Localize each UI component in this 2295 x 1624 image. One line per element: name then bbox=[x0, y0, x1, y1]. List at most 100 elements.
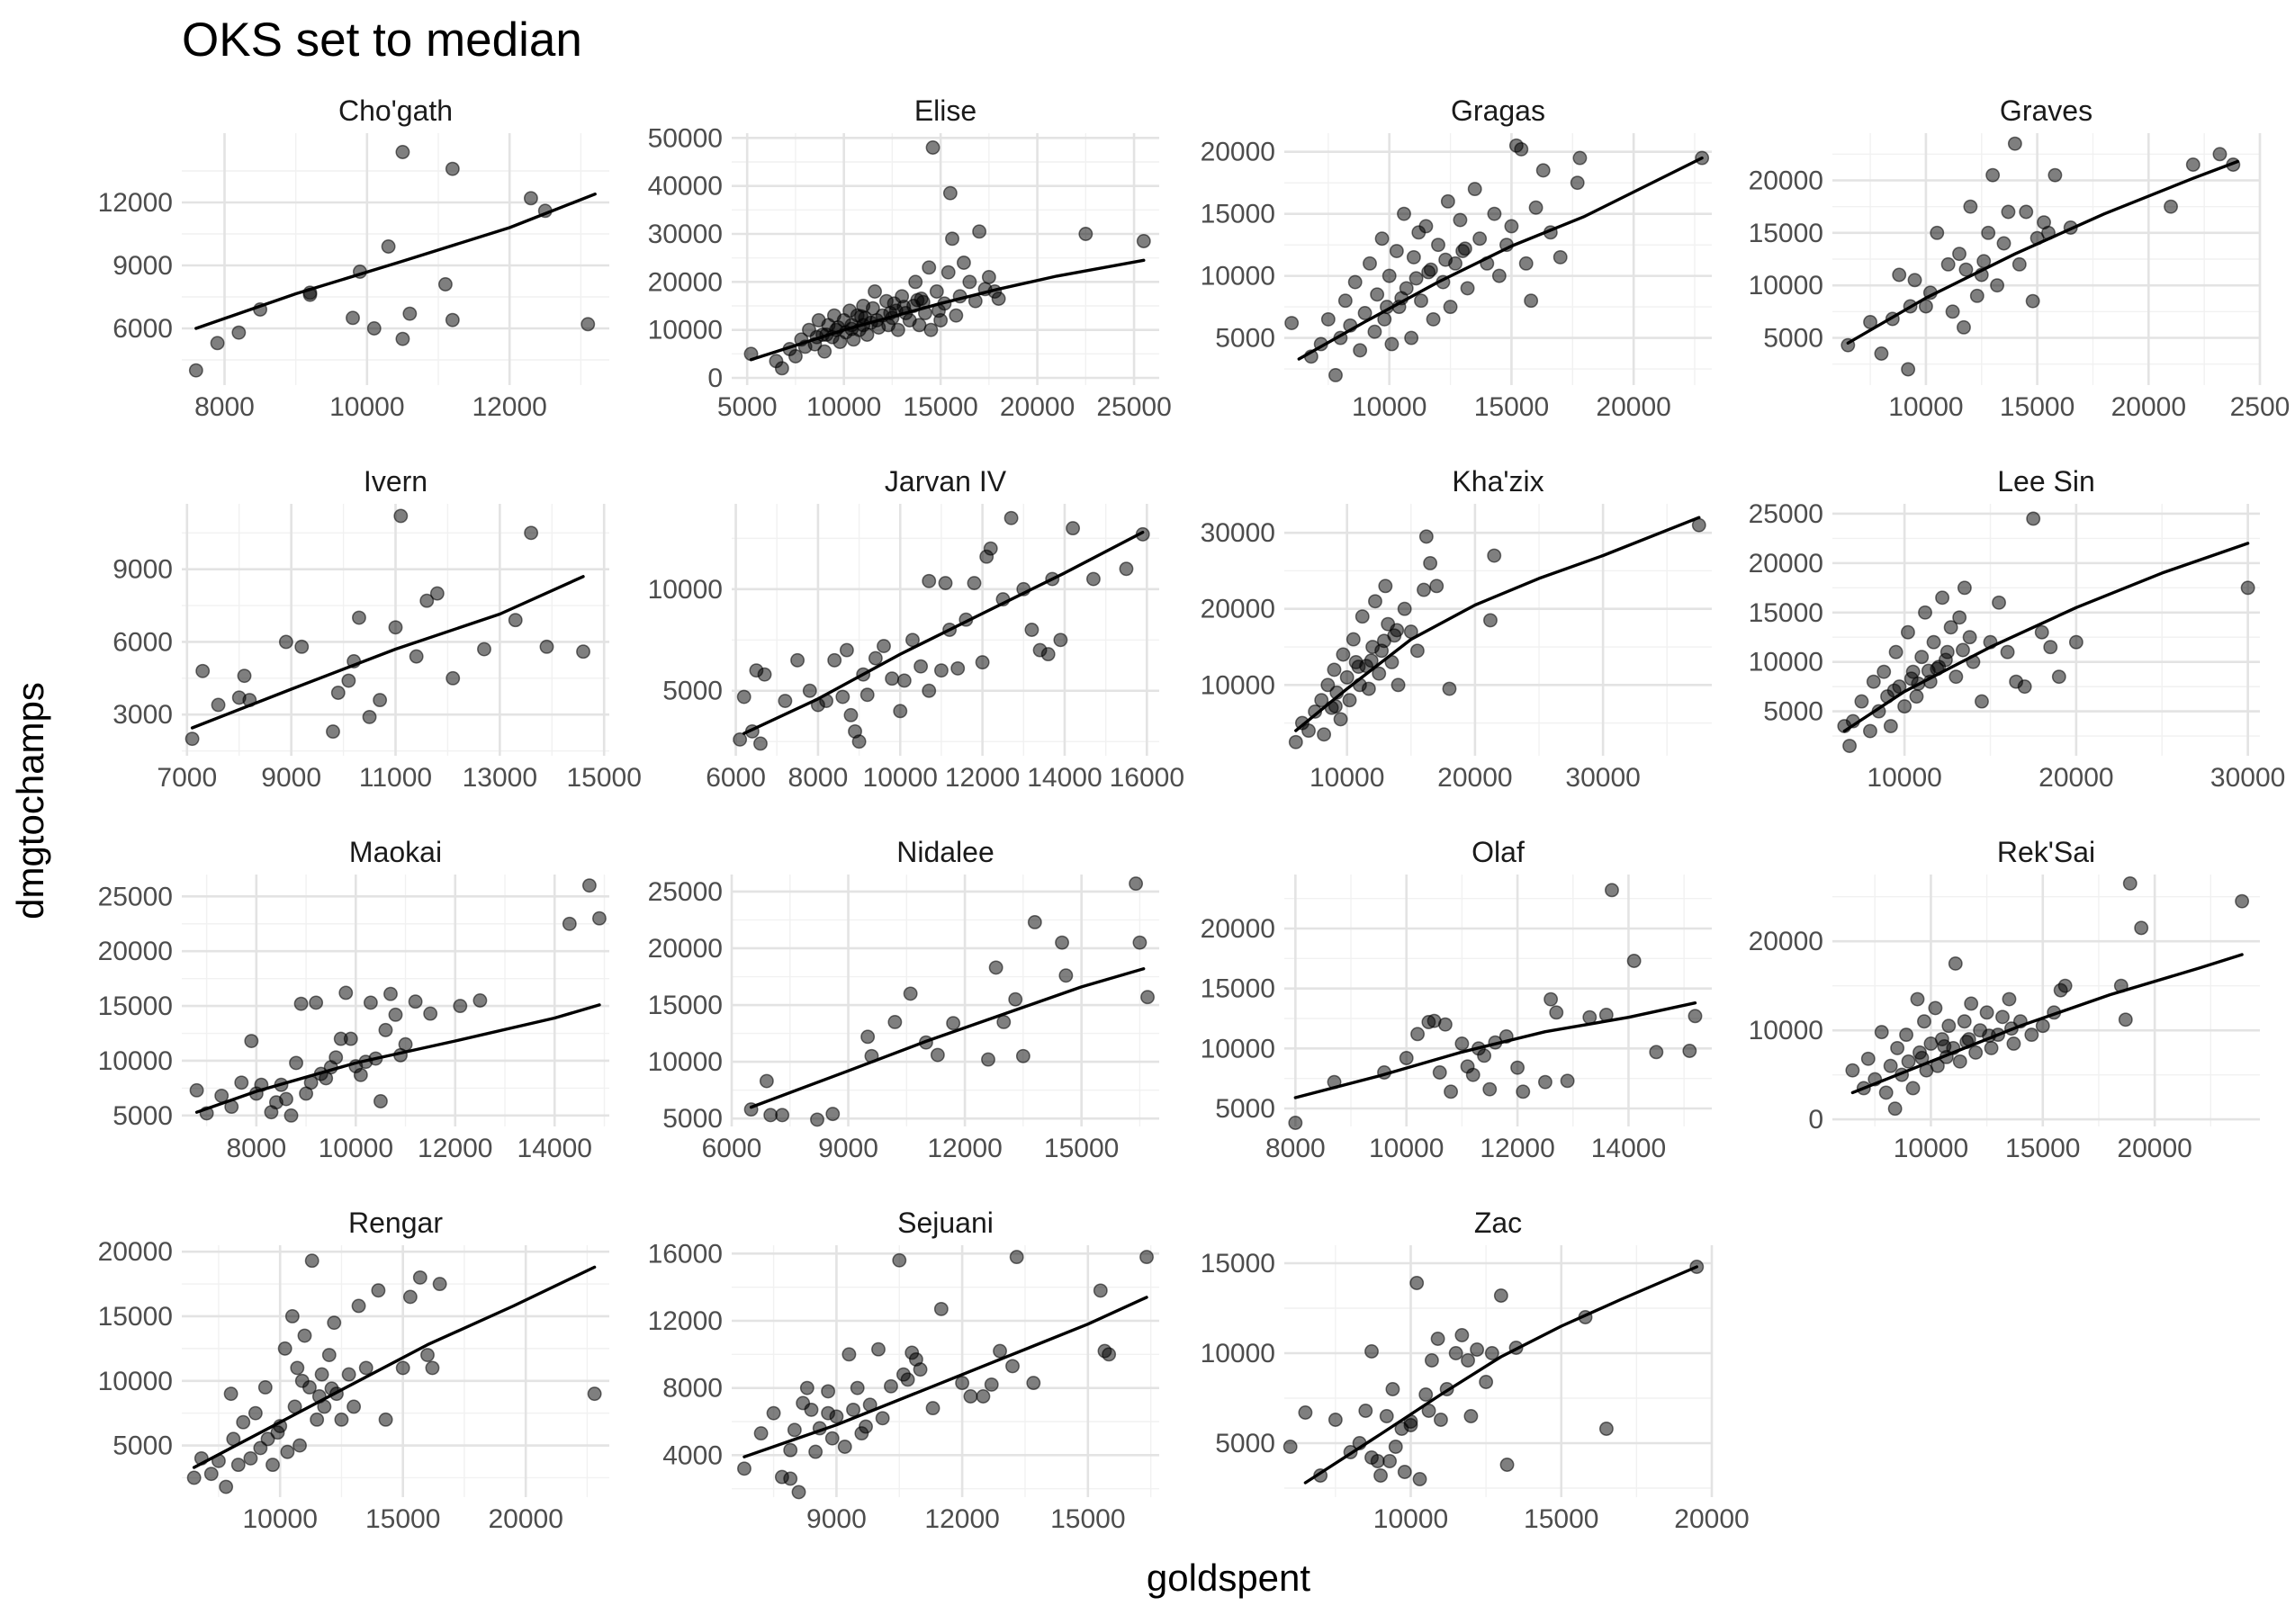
x-tick-label: 10000 bbox=[242, 1504, 317, 1534]
data-point bbox=[1928, 1000, 1943, 1016]
data-point bbox=[363, 995, 378, 1010]
x-tick-label: 15000 bbox=[903, 392, 977, 422]
data-point bbox=[975, 655, 990, 670]
data-point bbox=[2012, 256, 2027, 272]
data-point bbox=[378, 1412, 393, 1427]
data-point bbox=[1093, 1283, 1108, 1298]
data-point bbox=[1055, 935, 1069, 950]
data-point bbox=[284, 1108, 299, 1123]
panel-jarvan-iv: 6000 8000 10000 12000 14000 16000500010000Jar… bbox=[648, 465, 1184, 793]
fit-line bbox=[190, 575, 585, 730]
data-point bbox=[1337, 293, 1353, 309]
data-point bbox=[352, 610, 366, 625]
data-point bbox=[1981, 225, 1996, 240]
y-tick-label: 4000 bbox=[662, 1440, 723, 1470]
x-tick-label: 20000 bbox=[1000, 392, 1075, 422]
fit-line bbox=[194, 193, 597, 330]
data-point bbox=[1958, 262, 1974, 277]
data-point bbox=[1026, 1376, 1041, 1391]
y-tick-label: 20000 bbox=[648, 934, 723, 964]
data-point bbox=[851, 734, 867, 749]
data-point bbox=[412, 1270, 428, 1285]
data-point bbox=[437, 277, 453, 292]
y-tick-label: 10000 bbox=[98, 1367, 173, 1396]
data-point bbox=[210, 336, 225, 351]
data-point bbox=[791, 1485, 806, 1500]
data-point bbox=[988, 960, 1004, 975]
y-tick-label: 25000 bbox=[648, 877, 723, 907]
x-tick-label: 20000 bbox=[1596, 392, 1670, 422]
data-point bbox=[1493, 1288, 1508, 1303]
data-point bbox=[1357, 306, 1372, 320]
data-point bbox=[2068, 634, 2084, 650]
data-point bbox=[321, 1348, 337, 1363]
facet-label-zac: Zac bbox=[1474, 1207, 1522, 1239]
data-point bbox=[1467, 182, 1482, 197]
x-axis-title: goldspent bbox=[1147, 1557, 1310, 1599]
data-point bbox=[1078, 227, 1094, 241]
data-point bbox=[446, 670, 461, 686]
data-point bbox=[885, 671, 900, 686]
data-point bbox=[788, 349, 803, 363]
x-tick-label: 5000 bbox=[717, 392, 778, 422]
data-point bbox=[432, 1277, 447, 1292]
x-tick-label: 10000 bbox=[1310, 763, 1384, 793]
data-point bbox=[453, 999, 468, 1014]
data-point bbox=[1460, 281, 1475, 296]
data-point bbox=[1364, 653, 1379, 668]
data-point bbox=[310, 1412, 325, 1427]
data-point bbox=[248, 1405, 263, 1421]
panel-lee-sin: 10000 20000 30000 5000 10000 15000 20000 25000 L… bbox=[1749, 465, 2286, 793]
data-point bbox=[984, 1377, 999, 1392]
fit-line bbox=[742, 1296, 1148, 1458]
y-tick-label: 10000 bbox=[98, 1046, 173, 1076]
data-point bbox=[737, 1461, 752, 1476]
data-point bbox=[846, 1402, 860, 1417]
x-tick-label: 12000 bbox=[1480, 1134, 1554, 1163]
facet-label-sejuani: Sejuani bbox=[897, 1207, 994, 1239]
data-point bbox=[1995, 1009, 2010, 1025]
data-point bbox=[1952, 610, 1967, 625]
y-tick-label: 6000 bbox=[112, 314, 173, 344]
facet-label-elise: Elise bbox=[914, 94, 976, 127]
y-tick-label: 5000 bbox=[662, 677, 723, 706]
data-point bbox=[1361, 681, 1376, 696]
data-point bbox=[1842, 739, 1858, 753]
data-point bbox=[539, 639, 554, 654]
y-tick-label: 10000 bbox=[648, 575, 723, 605]
data-point bbox=[1444, 1084, 1459, 1099]
data-point bbox=[523, 191, 538, 206]
data-point bbox=[1432, 1065, 1447, 1080]
data-point bbox=[753, 736, 768, 751]
facet-label-lee-sin: Lee Sin bbox=[1997, 465, 2095, 498]
panel-graves: 10000 15000 20000 2500 5000 10000 15000 20000 Gr… bbox=[1749, 94, 2290, 422]
data-point bbox=[1948, 669, 1964, 685]
data-point bbox=[1027, 915, 1042, 929]
y-tick-label: 3000 bbox=[112, 700, 173, 730]
data-point bbox=[1433, 1413, 1448, 1427]
x-tick-label: 25000 bbox=[1096, 392, 1171, 422]
data-point bbox=[967, 576, 982, 591]
data-point bbox=[290, 1360, 305, 1376]
data-point bbox=[933, 1301, 949, 1316]
data-point bbox=[1945, 304, 1960, 319]
facet-label-kha-zix: Kha'zix bbox=[1452, 465, 1544, 498]
data-point bbox=[297, 1328, 312, 1343]
fit-line bbox=[1846, 159, 2239, 345]
y-tick-label: 9000 bbox=[112, 251, 173, 281]
y-tick-label: 10000 bbox=[648, 316, 723, 345]
data-point bbox=[1487, 206, 1502, 221]
data-point bbox=[778, 694, 793, 708]
data-point bbox=[445, 312, 460, 327]
y-tick-label: 20000 bbox=[1201, 138, 1275, 167]
facet-label-jarvan-iv: Jarvan IV bbox=[885, 465, 1007, 498]
data-point bbox=[1418, 529, 1434, 544]
data-point bbox=[1472, 231, 1488, 247]
x-tick-label: 10000 bbox=[1894, 1134, 1968, 1163]
data-point bbox=[1139, 1250, 1154, 1265]
fit-line bbox=[1293, 1001, 1697, 1099]
x-tick-label: 8000 bbox=[194, 392, 255, 422]
data-point bbox=[346, 310, 360, 326]
data-point bbox=[1354, 609, 1370, 624]
data-point bbox=[1917, 1014, 1931, 1029]
